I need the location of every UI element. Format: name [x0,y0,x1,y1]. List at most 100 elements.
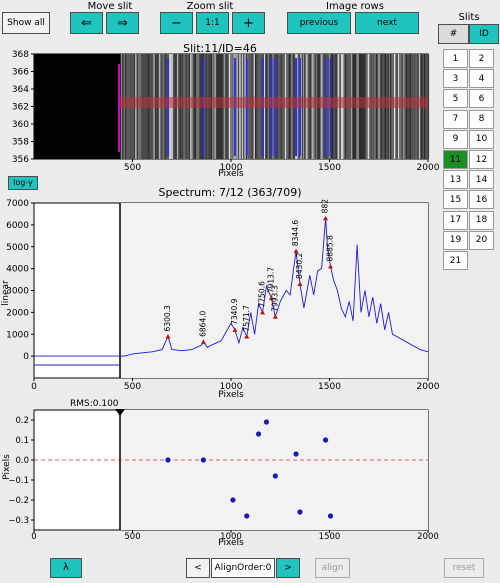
slit-item-4[interactable]: 4 [469,69,494,89]
line-marker [272,314,278,319]
image-x-tick-label: 1500 [318,163,341,173]
image-panel-title: Slit:11/ID=46 [183,42,257,55]
residual-x-tick-label: 1500 [319,532,341,542]
slit-item-3[interactable]: 3 [443,69,468,89]
slit-item-21[interactable]: 21 [443,251,468,270]
spectrum-y-tick-label: 0 [23,352,29,362]
spectrum-y-tick-label: 4000 [6,265,29,275]
sort-by-number-button[interactable]: # [438,24,469,44]
align-button[interactable]: align [315,558,350,578]
zoom-in-button[interactable]: + [232,12,265,34]
selected-row-band [120,97,428,108]
sort-by-id-button[interactable]: ID [469,24,499,44]
slit-item-10[interactable]: 10 [469,129,494,149]
lambda-button[interactable]: λ [50,558,82,578]
spectrum-plot[interactable]: 6300.3 6864.0 7340.9 7571.7 7750.67913.77993… [0,198,440,403]
spectrum-ylabel: linear [1,280,11,306]
line-marker [297,281,303,286]
line-wavelength-label: 7750.6 [258,281,267,307]
prev-order-button[interactable]: < [186,558,210,578]
residual-y-tick-label: 0.2 [15,416,29,426]
residual-point [327,513,334,519]
image-column [427,54,430,159]
slit-item-20[interactable]: 20 [469,230,494,250]
line-wavelength-label: 8827.1 [321,198,330,213]
slit-item-5[interactable]: 5 [443,89,468,109]
spectrum-title: Spectrum: 7/12 (363/709) [158,186,302,199]
slit-item-14[interactable]: 14 [469,170,494,190]
image-y-tick-label: 356 [12,155,29,165]
residual-ylabel: Pixels [2,454,12,480]
line-marker [268,295,274,301]
spectrum-y-tick-label: 6000 [6,221,29,231]
image-y-tick-label: 360 [12,120,29,130]
residual-xlabel: Pixels [218,538,244,548]
line-wavelength-label: 6864.0 [198,310,207,336]
slit-item-15[interactable]: 15 [443,190,468,210]
slit-item-13[interactable]: 13 [443,170,468,190]
spectrum-x-tick-label: 1000 [220,382,243,392]
next-button[interactable]: next [355,12,419,34]
line-marker [327,263,333,269]
residual-y-tick-label: 0.0 [15,456,29,466]
slit-item-17[interactable]: 17 [443,210,468,230]
spectrum-y-tick-label: 7000 [6,199,29,209]
show-all-button[interactable]: Show all [2,12,50,34]
residual-point [200,457,207,463]
line-marker [232,327,238,332]
residual-point [255,431,262,437]
slit-item-18[interactable]: 18 [469,210,494,230]
residual-x-tick-label: 1000 [220,532,242,542]
line-marker [244,333,250,339]
rms-label: RMS:0.100 [70,399,119,409]
log-y-button[interactable]: log-y [8,176,38,190]
slit-item-8[interactable]: 8 [469,109,494,129]
image-y-tick-label: 364 [12,85,29,95]
image-y-tick-label: 366 [12,68,29,78]
slits-label: Slits [458,12,480,23]
slit-item-1[interactable]: 1 [443,49,468,68]
spectrum-xlabel: Pixels [218,390,244,400]
slit-item-2[interactable]: 2 [469,49,494,68]
reset-button[interactable]: reset [444,558,484,578]
slit-item-9[interactable]: 9 [443,129,468,149]
slit-item-12[interactable]: 12 [469,150,494,169]
next-order-button[interactable]: > [276,558,300,578]
residual-x-tick-label: 2000 [417,532,439,542]
slit-item-6[interactable]: 6 [469,89,494,109]
spectrum-y-tick-label: 1000 [6,330,29,340]
previous-button[interactable]: previous [287,12,351,34]
residual-point [322,437,329,443]
residual-point [244,513,250,519]
slit-image-plot[interactable]: 368 366 364 362 360 358 356 500 1000 1500 2000 Pi… [0,50,440,180]
residual-plot[interactable]: 0.2 0.1 0.0 −0.1 −0.2 −0.3 0 500 1000 1500 2000 P… [0,405,440,550]
line-wavelength-label: 8885.8 [325,235,334,261]
residual-point [293,451,299,457]
residual-y-tick-label: −0.1 [8,476,29,486]
image-y-tick-label: 358 [12,138,29,148]
align-order-field[interactable]: AlignOrder:0 [211,558,275,578]
residual-y-tick-label: 0.1 [15,436,29,446]
slit-item-19[interactable]: 19 [443,230,468,250]
zoom-out-button[interactable]: − [160,12,193,34]
residual-point [263,419,270,425]
line-wavelength-label: 7571.7 [242,305,251,331]
residual-x-tick-label: 0 [31,532,36,542]
line-wavelength-label: 8344.6 [291,220,300,246]
slit-item-16[interactable]: 16 [469,190,494,210]
spectrum-x-tick-label: 2000 [417,382,440,392]
zoom-reset-button[interactable]: 1:1 [196,12,229,34]
line-wavelength-label: 6300.3 [163,305,172,331]
spectrum-y-tick-label: 5000 [6,243,29,253]
move-right-button[interactable]: ⇒ [106,12,139,34]
slit-item-7[interactable]: 7 [443,109,468,129]
slit-item-11[interactable]: 11 [443,150,468,169]
image-y-tick-label: 368 [12,50,29,60]
move-left-button[interactable]: ⇐ [70,12,103,34]
line-marker [200,339,206,344]
residual-point [272,473,278,479]
slit-position-marker [115,409,125,416]
line-marker [293,248,299,254]
residual-point [165,457,171,463]
line-wavelength-label: 7340.9 [230,298,239,324]
